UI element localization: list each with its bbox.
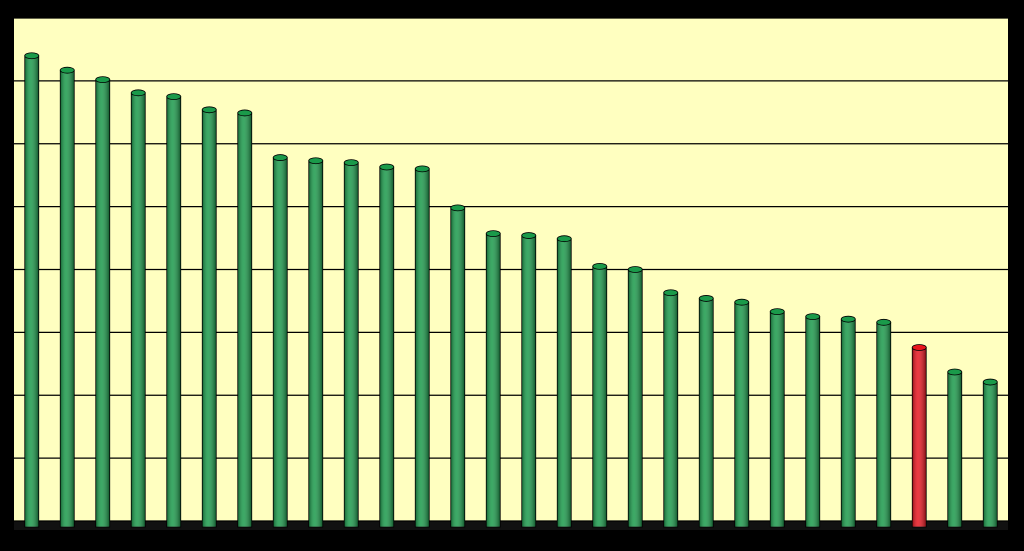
bar xyxy=(911,344,927,528)
bar-part xyxy=(556,235,572,243)
bar xyxy=(237,109,253,528)
bar-part xyxy=(24,52,40,60)
bar-part xyxy=(876,322,891,527)
bar xyxy=(272,154,288,528)
bar-part xyxy=(983,382,998,527)
bar-part xyxy=(237,109,253,117)
bar-part xyxy=(415,168,430,527)
bar-part xyxy=(698,295,714,302)
bar-part xyxy=(201,106,217,114)
bar-part xyxy=(947,371,962,527)
bar xyxy=(130,89,146,528)
bar xyxy=(308,157,324,528)
bar-part xyxy=(770,311,785,527)
bar-part xyxy=(131,92,146,527)
bar xyxy=(982,378,998,528)
bar-part xyxy=(876,318,892,326)
bar xyxy=(592,262,608,528)
bar xyxy=(734,298,750,528)
bar-part xyxy=(982,378,998,386)
bar xyxy=(166,93,182,528)
bar xyxy=(95,76,111,528)
bar xyxy=(769,308,785,528)
floor xyxy=(14,521,1008,530)
bar-part xyxy=(805,316,820,527)
bar xyxy=(59,66,75,528)
bar xyxy=(521,232,537,528)
bar-part xyxy=(202,109,217,528)
bar-part xyxy=(841,319,856,527)
bar-part xyxy=(521,235,536,528)
bar-part xyxy=(273,157,288,527)
bar-part xyxy=(60,70,75,527)
bar-part xyxy=(628,269,643,527)
bar-part xyxy=(769,308,785,316)
bar-part xyxy=(130,89,146,97)
bar-part xyxy=(450,207,465,527)
bar-part xyxy=(734,302,749,527)
bar-part xyxy=(450,204,466,212)
bar-part xyxy=(59,66,75,74)
bar-part xyxy=(521,232,537,239)
bar-part xyxy=(699,298,714,527)
bar-part xyxy=(911,344,927,351)
bar-part xyxy=(734,298,750,306)
bar-part xyxy=(379,163,395,171)
bar xyxy=(450,204,466,528)
bar-part xyxy=(379,167,394,528)
bar-part xyxy=(663,289,679,297)
bar-part xyxy=(308,157,324,165)
bar-part xyxy=(592,266,607,527)
bar xyxy=(379,163,395,528)
bar-part xyxy=(486,233,501,527)
bar xyxy=(805,313,821,528)
bar xyxy=(840,315,856,528)
bar xyxy=(485,230,501,528)
bar-part xyxy=(627,266,643,273)
bar xyxy=(698,295,714,528)
bar-part xyxy=(947,368,963,376)
bar-part xyxy=(805,313,821,321)
bar-part xyxy=(95,79,110,528)
bar xyxy=(947,368,963,528)
bar xyxy=(627,266,643,528)
bar xyxy=(24,52,40,528)
bar-part xyxy=(912,347,927,527)
bar-part xyxy=(840,315,856,323)
bar-part xyxy=(166,96,181,527)
bar-part xyxy=(166,93,182,100)
bar-part xyxy=(485,230,501,238)
bar xyxy=(556,235,572,528)
bar xyxy=(201,106,217,528)
bar-part xyxy=(272,154,288,161)
bar-part xyxy=(308,160,323,527)
bar-part xyxy=(95,76,111,84)
bar-part xyxy=(343,159,359,167)
bar xyxy=(663,289,679,528)
bar-part xyxy=(24,55,39,527)
bar-part xyxy=(237,112,252,527)
bar xyxy=(414,165,430,528)
bar xyxy=(876,318,892,528)
bar-part xyxy=(414,165,430,173)
bar-part xyxy=(557,238,572,527)
bar-part xyxy=(663,292,678,527)
bar xyxy=(343,159,359,528)
bar-part xyxy=(344,162,359,528)
bar-part xyxy=(592,262,608,270)
